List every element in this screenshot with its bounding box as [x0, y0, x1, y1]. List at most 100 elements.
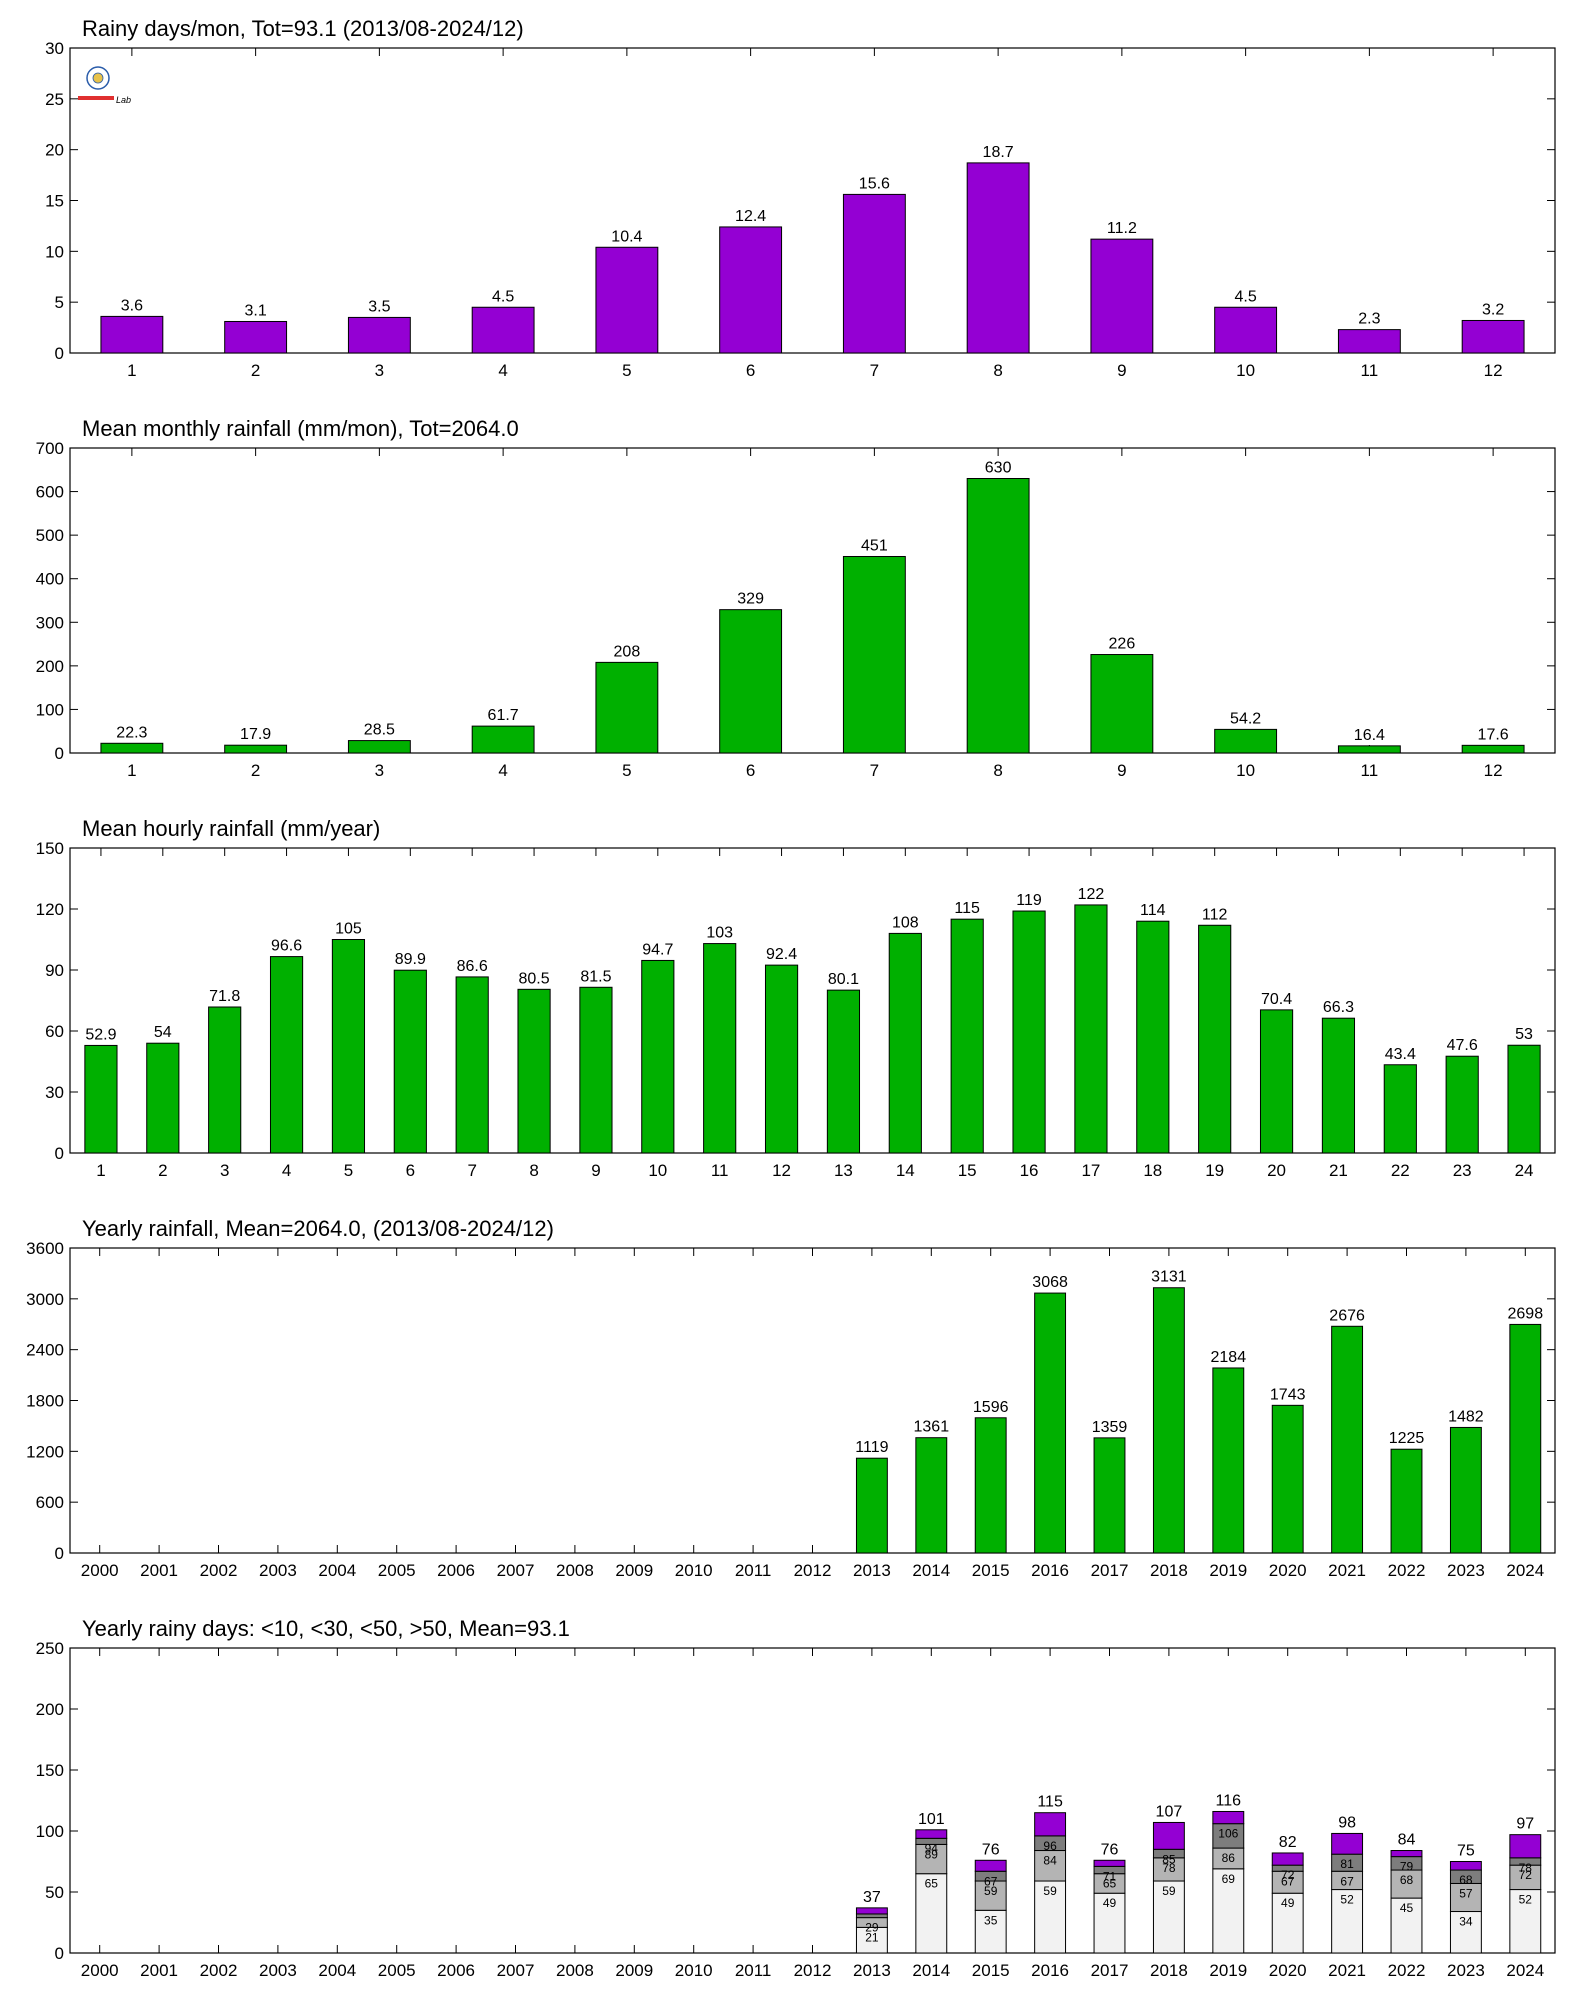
x-tick-label: 13 — [834, 1161, 853, 1180]
y-tick-label: 1200 — [26, 1442, 64, 1461]
bar-1 — [84, 1044, 118, 1154]
bar-value-label: 1743 — [1270, 1386, 1306, 1403]
bar-10 — [1214, 306, 1278, 354]
bar-10 — [1214, 728, 1278, 754]
bar-value-label: 451 — [861, 537, 888, 554]
x-tick-label: 2016 — [1031, 1961, 1069, 1980]
x-tick-label: 4 — [498, 761, 507, 780]
x-tick-label: 7 — [467, 1161, 476, 1180]
bar-value-label: 10.4 — [611, 228, 642, 245]
x-tick-label: 2022 — [1388, 1961, 1426, 1980]
stack-label-lt10: 45 — [1400, 1901, 1414, 1915]
bar-2017 — [1093, 1437, 1126, 1554]
bar-13 — [826, 989, 861, 1154]
bar-value-label: 96.6 — [271, 938, 302, 955]
x-tick-label: 2002 — [200, 1961, 238, 1980]
x-tick-label: 10 — [648, 1161, 667, 1180]
bar-value-label: 22.3 — [116, 724, 147, 741]
bar-value-label: 3131 — [1151, 1269, 1187, 1286]
y-tick-label: 20 — [45, 141, 64, 160]
stack-label-lt50: 67 — [984, 1874, 998, 1888]
stack-label-lt30: 86 — [1222, 1851, 1236, 1865]
bar-value-label: 1225 — [1389, 1430, 1425, 1447]
bar-11 — [1337, 329, 1401, 354]
x-tick-label: 21 — [1329, 1161, 1348, 1180]
x-tick-label: 9 — [1117, 361, 1126, 380]
y-tick-label: 600 — [36, 483, 64, 502]
bar-24 — [1507, 1044, 1541, 1154]
y-tick-label: 100 — [36, 700, 64, 719]
y-tick-label: 700 — [36, 439, 64, 458]
bar-18 — [1136, 920, 1170, 1154]
stack-seg-lt10-2015 — [974, 1909, 1007, 1954]
x-tick-label: 2013 — [853, 1561, 891, 1580]
stack-label-lt30: 59 — [984, 1884, 998, 1898]
x-tick-label: 23 — [1453, 1161, 1472, 1180]
logo-seal-center-icon — [92, 72, 104, 84]
stack-label-lt30: 29 — [865, 1921, 879, 1935]
x-tick-label: 2008 — [556, 1561, 594, 1580]
bar-14 — [888, 932, 922, 1154]
x-tick-label: 8 — [529, 1161, 538, 1180]
bar-value-label: 122 — [1078, 886, 1105, 903]
stack-total-label: 75 — [1457, 1843, 1475, 1860]
bar-2 — [224, 320, 288, 354]
bar-value-label: 52.9 — [85, 1026, 116, 1043]
x-tick-label: 2004 — [318, 1961, 356, 1980]
y-tick-label: 3000 — [26, 1290, 64, 1309]
x-tick-label: 2012 — [794, 1961, 832, 1980]
y-tick-label: 0 — [55, 744, 64, 763]
x-tick-label: 6 — [406, 1161, 415, 1180]
x-tick-label: 2003 — [259, 1961, 297, 1980]
bar-value-label: 208 — [614, 643, 641, 660]
x-tick-label: 4 — [498, 361, 507, 380]
bar-11 — [1337, 745, 1401, 754]
chart-yearly-rainfall: 0 600 1200 1800 2400 3000 3600 2000 2001 2002 2003… — [26, 1216, 1556, 1580]
y-tick-label: 0 — [55, 1144, 64, 1163]
bar-2016 — [1034, 1292, 1067, 1554]
bar-12 — [1461, 744, 1525, 754]
x-tick-label: 2010 — [675, 1561, 713, 1580]
y-tick-label: 25 — [45, 90, 64, 109]
bar-value-label: 4.5 — [1235, 288, 1257, 305]
x-tick-label: 2006 — [437, 1561, 475, 1580]
chart-title: Yearly rainy days: <10, <30, <50, >50, M… — [82, 1616, 570, 1641]
stack-seg-lt50-2013 — [855, 1913, 888, 1919]
x-tick-label: 2012 — [794, 1561, 832, 1580]
x-tick-label: 2009 — [615, 1961, 653, 1980]
bar-value-label: 70.4 — [1261, 991, 1292, 1008]
stack-total-label: 115 — [1037, 1794, 1063, 1811]
y-tick-label: 0 — [55, 344, 64, 363]
x-tick-label: 9 — [1117, 761, 1126, 780]
stack-label-lt50: 96 — [1043, 1839, 1057, 1853]
bar-11 — [703, 943, 737, 1154]
x-tick-label: 20 — [1267, 1161, 1286, 1180]
x-tick-label: 2024 — [1506, 1561, 1544, 1580]
stack-seg-lt10-2024 — [1509, 1889, 1542, 1954]
bar-5 — [331, 939, 366, 1154]
x-tick-label: 2015 — [972, 1961, 1010, 1980]
bar-6 — [719, 226, 783, 354]
x-tick-label: 2015 — [972, 1561, 1010, 1580]
stack-seg-lt30-2014 — [915, 1843, 948, 1875]
stack-seg-lt10-2019 — [1212, 1868, 1245, 1954]
stack-seg-lt10-2022 — [1390, 1897, 1423, 1954]
x-tick-label: 2021 — [1328, 1961, 1366, 1980]
logo-text: Lab — [116, 95, 131, 105]
bar-17 — [1074, 904, 1108, 1154]
x-tick-label: 2021 — [1328, 1561, 1366, 1580]
x-tick-label: 2019 — [1209, 1961, 1247, 1980]
stack-label-lt50: 79 — [1400, 1860, 1414, 1874]
x-tick-label: 2000 — [81, 1561, 119, 1580]
stack-label-lt10: 21 — [865, 1930, 879, 1944]
x-tick-label: 2001 — [140, 1961, 178, 1980]
x-tick-label: 2014 — [912, 1561, 950, 1580]
bar-value-label: 12.4 — [735, 208, 766, 225]
y-tick-label: 50 — [45, 1883, 64, 1902]
bar-2 — [146, 1042, 180, 1154]
bar-2020 — [1271, 1404, 1304, 1554]
x-tick-label: 2020 — [1269, 1561, 1307, 1580]
y-tick-label: 120 — [36, 900, 64, 919]
bar-value-label: 2698 — [1508, 1305, 1544, 1322]
